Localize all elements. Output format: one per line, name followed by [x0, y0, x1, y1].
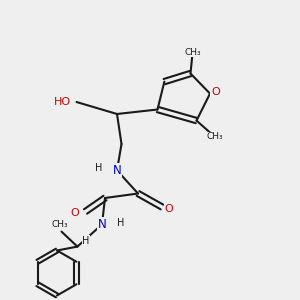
Text: CH₃: CH₃ — [184, 48, 201, 57]
Text: O: O — [70, 208, 79, 218]
Text: CH₃: CH₃ — [206, 132, 223, 141]
Text: N: N — [112, 164, 122, 177]
Text: H: H — [82, 236, 89, 246]
Text: CH₃: CH₃ — [52, 220, 68, 229]
Text: O: O — [211, 87, 220, 97]
Text: HO: HO — [54, 97, 71, 107]
Text: H: H — [95, 163, 102, 173]
Text: N: N — [98, 218, 106, 231]
Text: H: H — [117, 218, 124, 228]
Text: O: O — [164, 203, 173, 214]
